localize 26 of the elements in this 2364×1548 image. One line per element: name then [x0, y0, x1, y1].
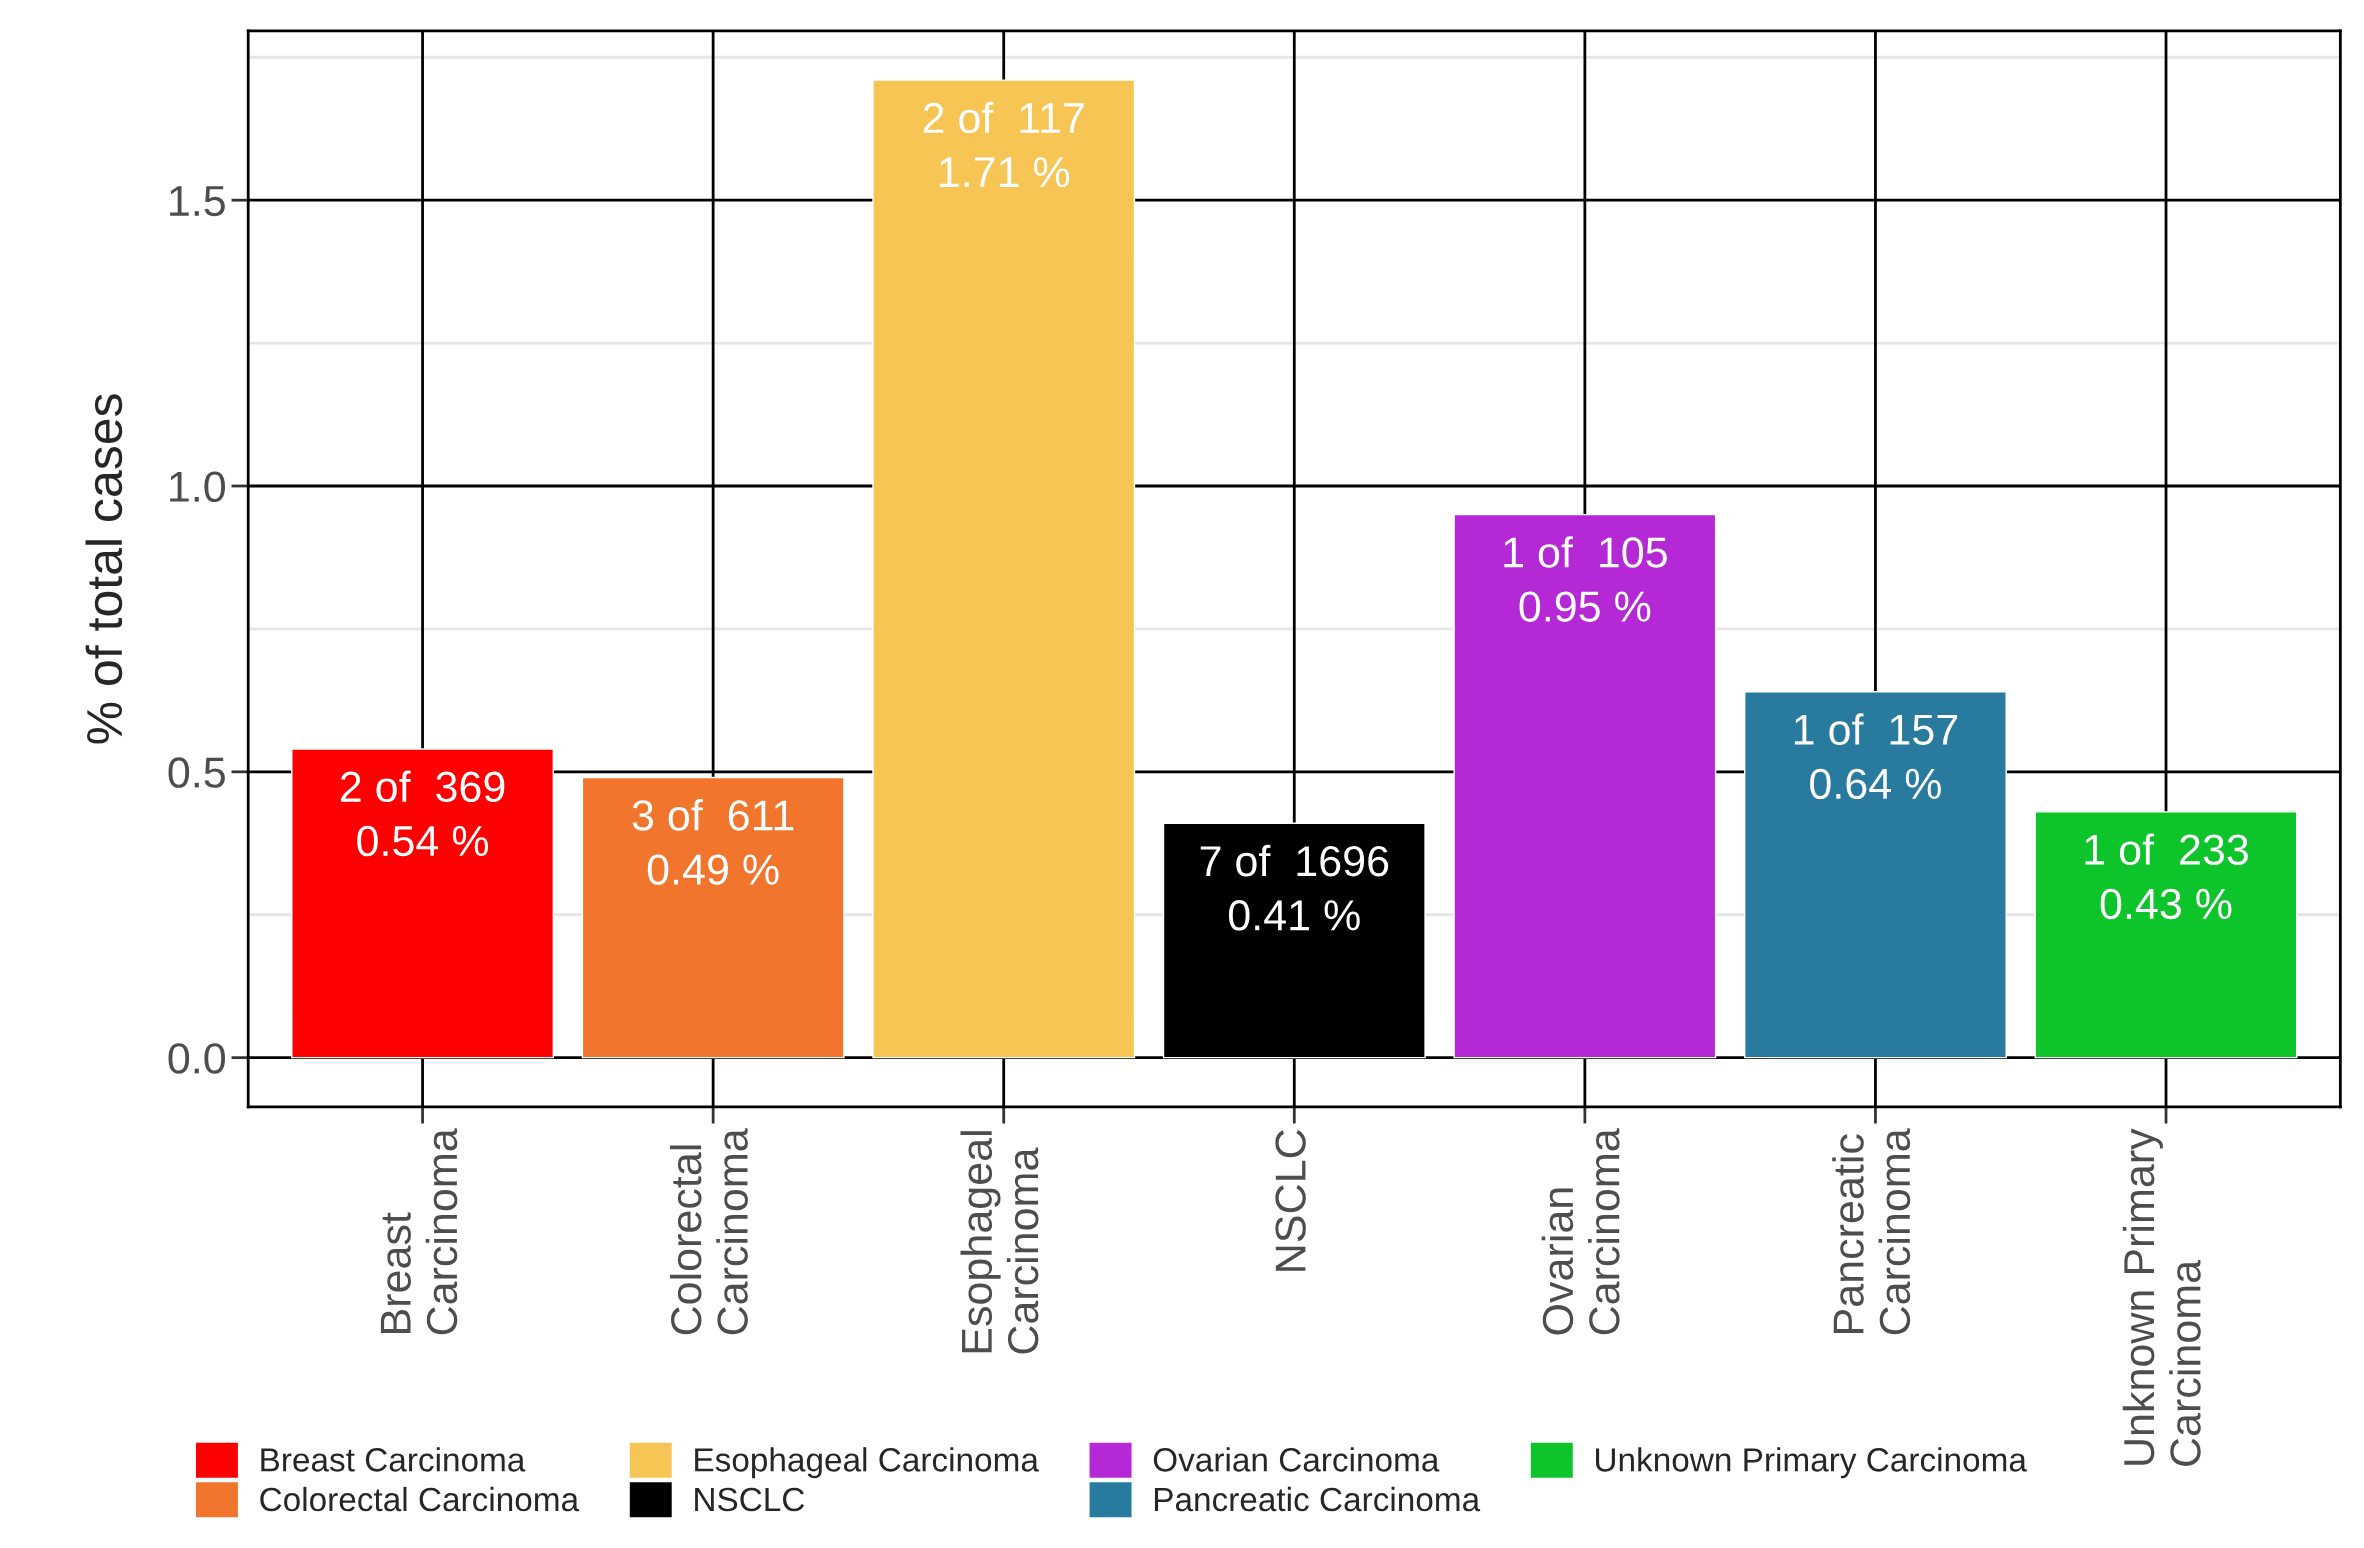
y-tick-label: 0.0 [168, 1043, 226, 1074]
y-axis-title: % of total cases [85, 394, 123, 744]
data-label: 2 of 117 1.71 % [923, 101, 1084, 188]
x-tick-label: Unknown Primary Carcinoma [2122, 1128, 2201, 1466]
y-tick-label: 0.5 [168, 757, 225, 788]
legend-label: Unknown Primary Carcinoma [1596, 1447, 2027, 1479]
x-tick-label: NSCLC [1275, 1129, 1306, 1271]
legend-label: Ovarian Carcinoma [1153, 1447, 1440, 1472]
x-tick-label: Ovarian Carcinoma [1541, 1128, 1620, 1335]
legend-label: Colorectal Carcinoma [260, 1486, 580, 1512]
x-tick-label: Breast Carcinoma [380, 1128, 458, 1335]
data-label: 1 of 157 0.64 % [1794, 713, 1958, 800]
legend-label: NSCLC [695, 1487, 805, 1512]
legend-label: Pancreatic Carcinoma [1154, 1486, 1481, 1512]
data-label: 3 of 611 0.49 % [632, 799, 794, 885]
y-tick-label: 1.0 [170, 471, 226, 503]
x-tick-label: Esophageal Carcinoma [960, 1131, 1039, 1354]
x-tick-label: Pancreatic Carcinoma [1832, 1128, 1911, 1335]
data-label: 1 of 233 0.43 % [2085, 833, 2248, 920]
legend-label: Esophageal Carcinoma [695, 1447, 1039, 1479]
data-label: 7 of 1696 0.41 % [1200, 844, 1389, 931]
data-label: 1 of 105 0.95 % [1504, 536, 1667, 622]
y-tick-label: 1.5 [170, 186, 225, 217]
legend-label: Breast Carcinoma [261, 1447, 526, 1472]
data-label: 2 of 369 0.54 % [340, 770, 505, 857]
x-tick-label: Colorectal Carcinoma [669, 1128, 748, 1335]
